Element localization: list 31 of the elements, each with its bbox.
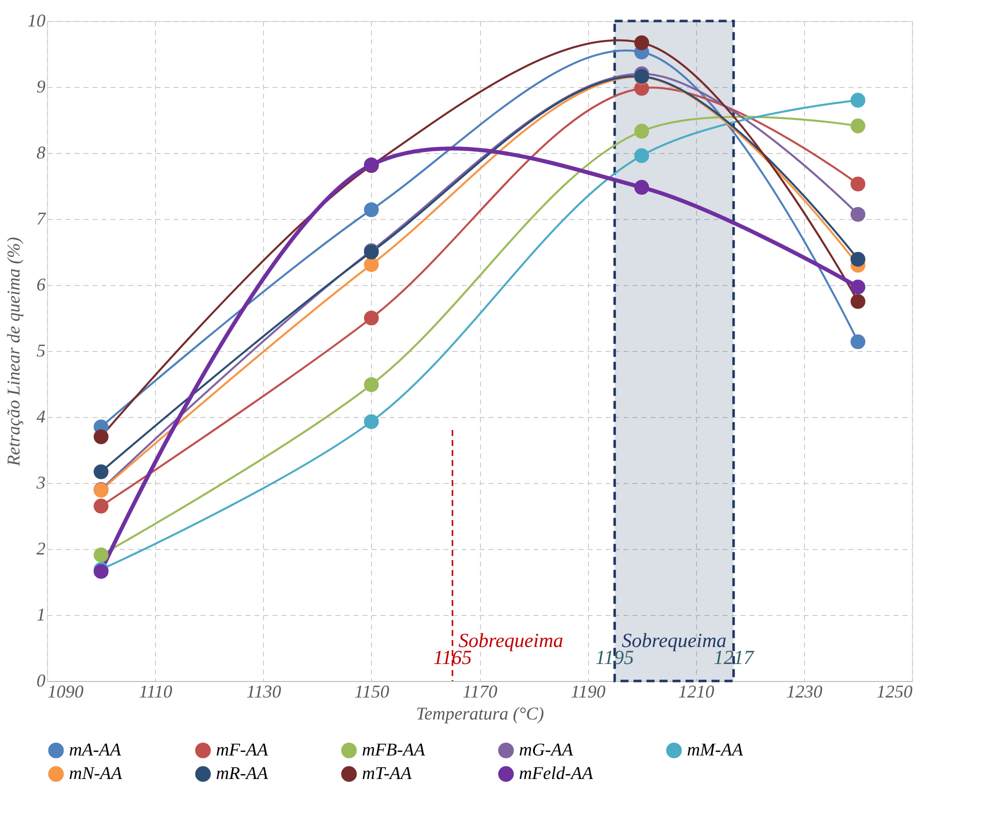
y-tick-label: 2 xyxy=(36,538,46,558)
legend-label: mF-AA xyxy=(216,739,269,760)
x-tick-label: 1110 xyxy=(138,682,172,702)
legend-label: mM-AA xyxy=(687,739,744,760)
x-axis-title: Temperatura (°C) xyxy=(416,704,544,724)
legend-label: mN-AA xyxy=(69,763,123,783)
legend-label: mFeld-AA xyxy=(519,763,594,783)
x-tick-label: 1190 xyxy=(570,682,606,702)
legend-label: mFB-AA xyxy=(362,739,426,760)
y-tick-label: 8 xyxy=(36,142,46,162)
x-tick-label: 1090 xyxy=(48,682,84,702)
x-tick-label: 1170 xyxy=(462,682,498,702)
x-tick-label: 1130 xyxy=(246,682,282,702)
y-axis-title: Retração Linear de queima (%) xyxy=(4,237,24,467)
y-tick-label: 6 xyxy=(36,274,46,294)
y-tick-label: 9 xyxy=(36,76,46,96)
y-tick-label: 4 xyxy=(36,406,46,426)
legend-label: mT-AA xyxy=(362,763,413,783)
x-tick-label: 1150 xyxy=(354,682,390,702)
legend-label: mA-AA xyxy=(69,739,122,760)
x-tick-label: 1210 xyxy=(678,682,714,702)
y-tick-label: 5 xyxy=(36,340,46,360)
y-tick-label: 0 xyxy=(36,670,46,690)
y-tick-label: 3 xyxy=(36,472,46,492)
legend-label: mG-AA xyxy=(519,739,574,760)
y-tick-label: 1 xyxy=(36,604,46,624)
legend-label: mR-AA xyxy=(216,763,269,783)
y-tick-label: 7 xyxy=(36,208,46,228)
x-tick-label: 1230 xyxy=(786,682,822,702)
y-tick-label: 10 xyxy=(28,10,46,30)
x-tick-label: 1250 xyxy=(876,682,912,702)
